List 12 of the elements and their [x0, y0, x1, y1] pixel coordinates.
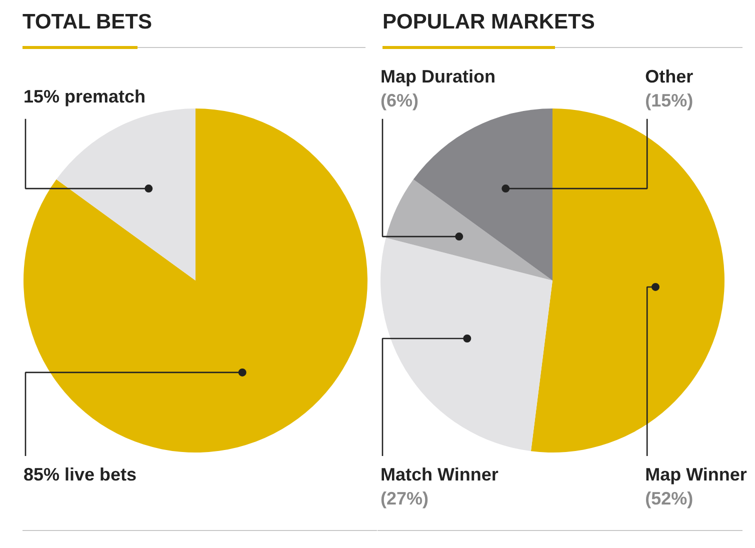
- data-label: (52%): [645, 488, 694, 508]
- slice-label: Map Winner: [645, 464, 747, 484]
- slice-label: Match Winner: [380, 464, 498, 484]
- slice-label: 15% prematch: [24, 86, 146, 106]
- chart-title: TOTAL BETS: [22, 10, 152, 34]
- data-label: (27%): [380, 488, 429, 508]
- slice-label: Map Duration: [380, 66, 496, 86]
- slice-label: Other: [645, 66, 694, 86]
- slice-label: 85% live bets: [24, 464, 137, 484]
- data-label: (6%): [380, 90, 419, 110]
- data-label: (15%): [645, 90, 694, 110]
- chart-title: POPULAR MARKETS: [382, 10, 595, 34]
